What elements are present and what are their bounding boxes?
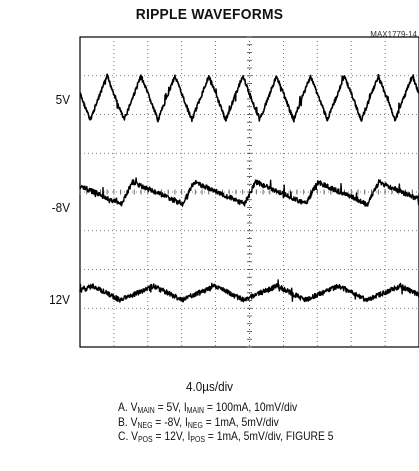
trace-label-b: -8V: [51, 200, 70, 215]
x-axis-label: 4.0µs/div: [185, 379, 234, 394]
note-c: C. VPOS = 12V, IPOS = 1mA, 5mV/div, FIGU…: [118, 429, 334, 444]
figure-code: MAX1779-14: [370, 30, 417, 39]
trace-b: [79, 177, 419, 207]
chart-title: RIPPLE WAVEFORMS: [135, 6, 284, 23]
trace-label-c: 12V: [49, 292, 70, 307]
note-a: A. VMAIN = 5V, IMAIN = 100mA, 10mV/div: [118, 400, 298, 415]
trace-label-a: 5V: [55, 92, 70, 107]
trace-a: [79, 73, 419, 123]
conditions-notes: A. VMAIN = 5V, IMAIN = 100mA, 10mV/div B…: [118, 400, 333, 444]
traces: [79, 73, 419, 303]
note-b: B. VNEG = -8V, INEG = 1mA, 5mV/div: [118, 414, 279, 430]
trace-c: [79, 279, 419, 303]
